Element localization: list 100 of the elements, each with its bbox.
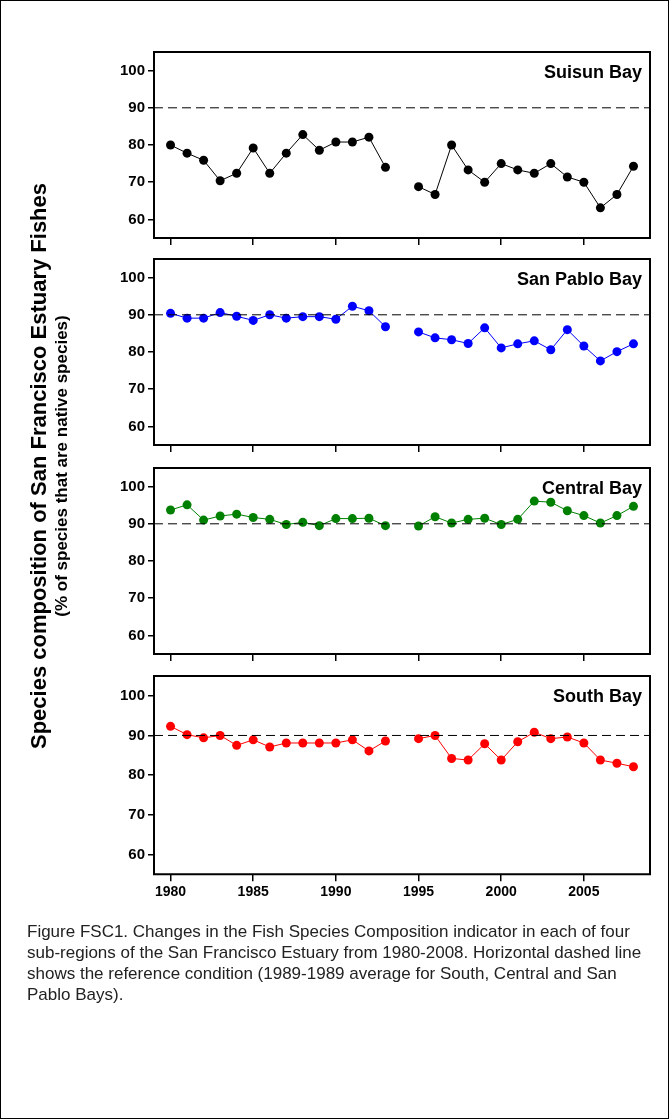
point [430,189,440,199]
point [414,734,424,744]
point [298,312,308,322]
point [414,182,424,192]
point [612,347,622,357]
point [232,168,242,178]
point [480,513,490,523]
point [298,130,308,140]
point [628,762,638,772]
y-tick-label: 70 [128,172,145,190]
point [314,521,324,531]
text: South Bay [552,685,642,706]
point [496,343,506,353]
point [463,165,473,175]
point [215,730,225,740]
point [579,341,589,351]
point [182,148,192,158]
point [513,339,523,349]
point [529,336,539,346]
y-tick-label: 100 [119,685,145,703]
point [331,314,341,324]
point [562,325,572,335]
point [529,727,539,737]
point [414,521,424,531]
point [364,132,374,142]
point [480,177,490,187]
point [562,506,572,516]
point [579,738,589,748]
y-tick-label: 80 [128,765,145,783]
y-tick-label: 80 [128,342,145,360]
point [595,203,605,213]
y-tick-label: 70 [128,588,145,606]
point [166,140,176,150]
point [215,308,225,318]
y-tick-label: 100 [119,60,145,78]
point [595,518,605,528]
point [628,161,638,171]
point [414,327,424,337]
point [347,735,357,745]
point [496,755,506,765]
y-tick-label: 60 [128,209,145,227]
point [199,733,209,743]
x-tick-label: 1995 [402,883,435,900]
point [447,753,457,763]
point [347,514,357,524]
point [480,323,490,333]
point [463,514,473,524]
point [496,520,506,530]
point [248,735,258,745]
point [281,148,291,158]
y-tick-label: 90 [128,513,145,531]
point [513,165,523,175]
point [331,738,341,748]
point [199,313,209,323]
y-axis-title: Species composition of San Francisco Estuary Fishes (% of species that are native species) [26,182,72,750]
point [182,500,192,510]
point [298,517,308,527]
point [265,168,275,178]
y-tick-label: 90 [128,304,145,322]
point [612,189,622,199]
point [215,511,225,521]
point [347,301,357,311]
point [562,172,572,182]
point [579,511,589,521]
y-tick-label: 80 [128,135,145,153]
point [215,176,225,186]
point [265,514,275,524]
y-tick-label: 60 [128,625,145,643]
point [232,311,242,321]
point [347,137,357,147]
point [529,168,539,178]
point [595,755,605,765]
x-tick-label: 1990 [320,883,352,900]
point [430,512,440,522]
point [314,738,324,748]
x-tick-label: 1980 [154,883,187,900]
point [480,739,490,749]
x-tick-label: 2005 [568,883,600,900]
point [612,511,622,521]
point [380,162,390,172]
point [595,356,605,366]
point [447,335,457,345]
y-tick-label: 100 [119,267,145,285]
point [496,159,506,169]
point [248,512,258,522]
point [546,159,556,169]
point [546,345,556,355]
point [364,306,374,316]
point [546,497,556,507]
y-tick-label: 60 [128,844,145,862]
point [463,338,473,348]
point [281,738,291,748]
point [612,758,622,768]
y-tick-label: 80 [128,551,145,569]
point [314,312,324,322]
point [331,514,341,524]
y-tick-label: 70 [128,379,145,397]
point [447,140,457,150]
point [265,742,275,752]
point [166,505,176,515]
